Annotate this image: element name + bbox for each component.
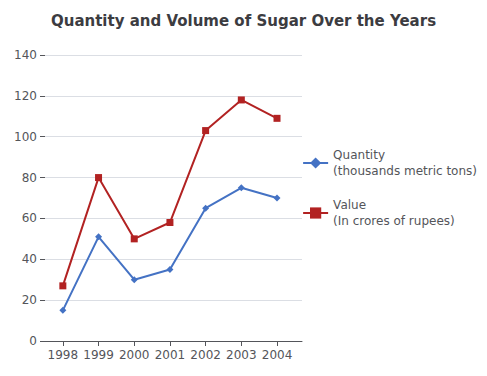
svg-text:40: 40 [22, 252, 37, 266]
svg-text:2002: 2002 [190, 348, 221, 362]
svg-text:Quantity: Quantity [333, 148, 385, 162]
svg-text:2001: 2001 [155, 348, 186, 362]
svg-text:2004: 2004 [262, 348, 293, 362]
svg-text:(thousands metric tons): (thousands metric tons) [333, 164, 477, 178]
svg-text:(In crores of rupees): (In crores of rupees) [333, 214, 455, 228]
svg-text:100: 100 [14, 130, 37, 144]
svg-text:60: 60 [22, 211, 37, 225]
svg-text:2000: 2000 [119, 348, 150, 362]
svg-text:Value: Value [333, 198, 366, 212]
svg-text:20: 20 [22, 293, 37, 307]
svg-text:Quantity and Volume of Sugar O: Quantity and Volume of Sugar Over the Ye… [51, 12, 436, 30]
svg-text:120: 120 [14, 89, 37, 103]
svg-text:1998: 1998 [48, 348, 79, 362]
svg-text:1999: 1999 [83, 348, 114, 362]
svg-text:2003: 2003 [226, 348, 257, 362]
svg-text:0: 0 [29, 334, 37, 348]
svg-text:80: 80 [22, 171, 37, 185]
svg-text:140: 140 [14, 48, 37, 62]
